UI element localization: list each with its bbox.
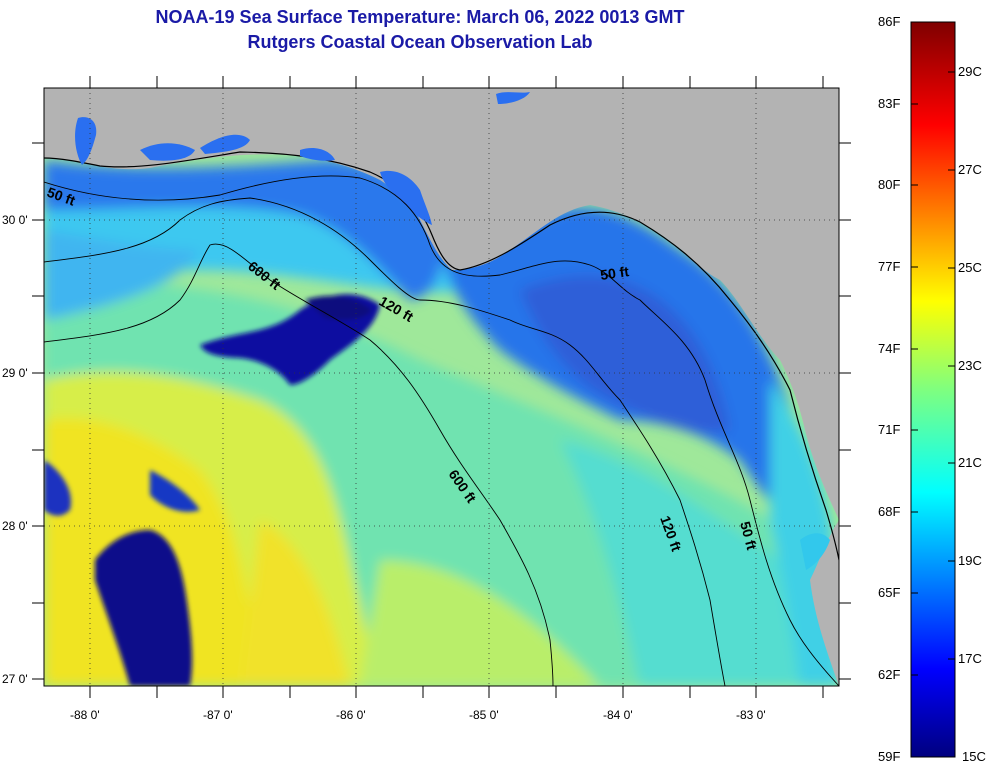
axis-ticks xyxy=(32,76,851,698)
lat-label-29: 29 0' xyxy=(2,366,28,380)
colorbar-f-68: 68F xyxy=(878,504,900,519)
contour-label-50ft-east: 50 ft xyxy=(599,263,630,283)
colorbar-f-59: 59F xyxy=(878,749,900,764)
lon-label-85: -85 0' xyxy=(469,708,499,722)
florida-land xyxy=(810,520,839,686)
colorbar-c-15: 15C xyxy=(962,749,986,764)
lon-label-88: -88 0' xyxy=(70,708,100,722)
colorbar-f-80: 80F xyxy=(878,177,900,192)
land-mass xyxy=(44,88,839,520)
contour-label-50ft-south: 50 ft xyxy=(737,520,760,552)
lat-label-28: 28 0' xyxy=(2,519,28,533)
map-title: NOAA-19 Sea Surface Temperature: March 0… xyxy=(155,7,685,27)
lon-label-87: -87 0' xyxy=(203,708,233,722)
colorbar-f-74: 74F xyxy=(878,341,900,356)
colorbar-f-65: 65F xyxy=(878,585,900,600)
cold-patches xyxy=(44,294,380,686)
lon-label-83: -83 0' xyxy=(736,708,766,722)
lon-label-84: -84 0' xyxy=(603,708,633,722)
colorbar-gradient xyxy=(910,21,956,758)
map-frame xyxy=(43,87,840,687)
colorbar-c-25: 25C xyxy=(958,260,982,275)
colorbar-c-27: 27C xyxy=(958,162,982,177)
colorbar: 86F 83F 80F 77F 74F 71F 68F 65F 62F 59F … xyxy=(878,14,986,764)
colorbar-f-62: 62F xyxy=(878,667,900,682)
inlets xyxy=(75,92,830,570)
lon-label-86: -86 0' xyxy=(336,708,366,722)
map-field: 50 ft 600 ft 120 ft 50 ft 600 ft 120 ft … xyxy=(44,88,839,686)
coastline xyxy=(44,151,839,561)
colorbar-f-77: 77F xyxy=(878,259,900,274)
colorbar-c-23: 23C xyxy=(958,358,982,373)
lat-label-27: 27 0' xyxy=(2,672,28,686)
colorbar-c-19: 19C xyxy=(958,553,982,568)
lat-label-30: 30 0' xyxy=(2,213,28,227)
map-subtitle: Rutgers Coastal Ocean Observation Lab xyxy=(247,32,593,52)
colorbar-c-17: 17C xyxy=(958,651,982,666)
isobaths xyxy=(44,175,839,686)
colorbar-f-86: 86F xyxy=(878,14,900,29)
colorbar-f-71: 71F xyxy=(878,422,900,437)
colorbar-c-21: 21C xyxy=(958,455,982,470)
colorbar-f-83: 83F xyxy=(878,96,900,111)
colorbar-c-29: 29C xyxy=(958,64,982,79)
